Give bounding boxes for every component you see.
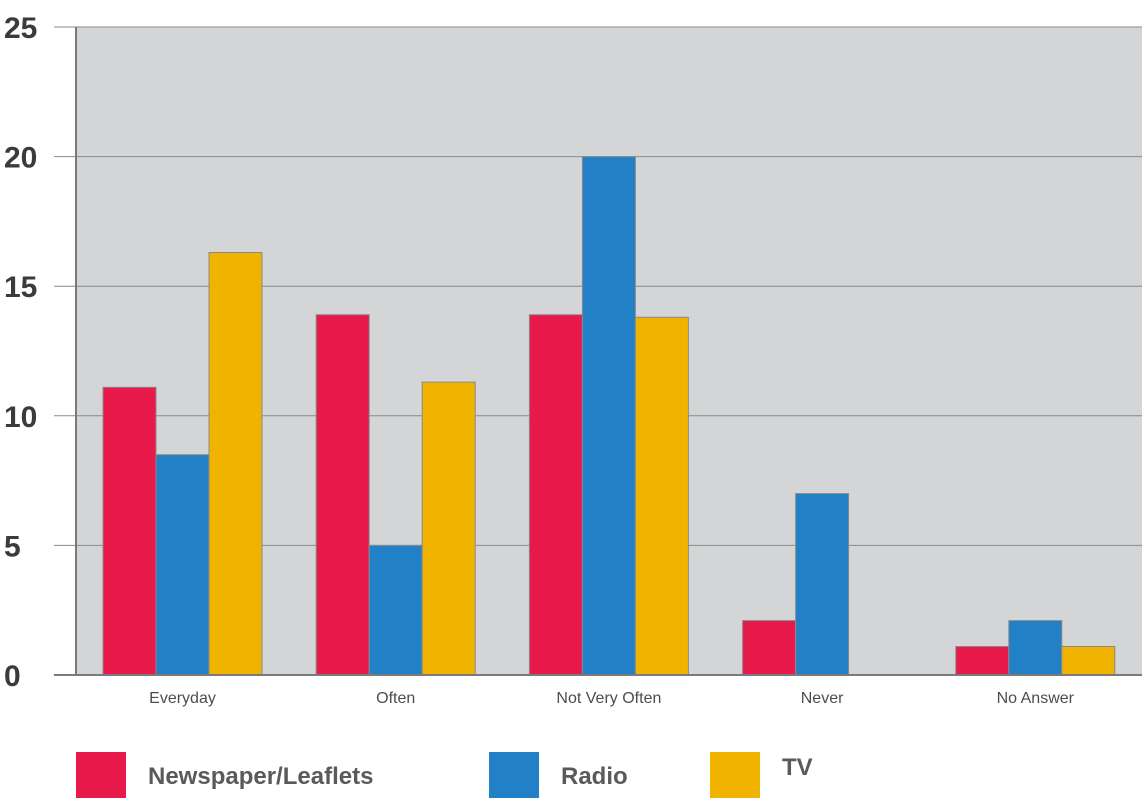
bars xyxy=(102,156,1116,676)
x-tick-label: Often xyxy=(376,690,415,707)
bar-tv-everyday xyxy=(208,252,263,676)
bar-tv-not-very-often xyxy=(634,316,689,676)
bar-newspaper-leaflets-everyday xyxy=(102,386,157,676)
bar-newspaper-leaflets-never xyxy=(742,620,797,676)
bar-newspaper-leaflets-not-very-often xyxy=(528,314,583,676)
bar-newspaper-leaflets-often xyxy=(315,314,370,676)
bar-radio-often xyxy=(368,544,423,676)
x-tick-label: Everyday xyxy=(149,690,216,707)
x-tick-label: Never xyxy=(801,690,844,707)
y-tick-label: 10 xyxy=(4,401,37,434)
bar-radio-not-very-often xyxy=(581,156,636,676)
y-tick-label: 5 xyxy=(4,530,21,563)
bar-radio-no-answer xyxy=(1008,620,1063,676)
x-tick-labels: Everyday Often Not Very Often Never No Answe… xyxy=(149,690,1075,707)
bar-radio-never xyxy=(795,493,850,676)
x-tick-label: Not Very Often xyxy=(556,690,661,707)
x-tick-label: No Answer xyxy=(997,690,1075,707)
y-tick-label: 25 xyxy=(4,12,37,45)
bar-tv-no-answer xyxy=(1061,645,1116,676)
y-tick-label: 15 xyxy=(4,271,37,304)
bar-newspaper-leaflets-no-answer xyxy=(955,645,1010,676)
bar-radio-everyday xyxy=(155,454,210,676)
bar-tv-often xyxy=(421,381,476,676)
y-tick-label: 0 xyxy=(4,660,21,693)
y-tick-labels: 0 5 10 15 20 25 xyxy=(4,12,37,693)
y-tick-label: 20 xyxy=(4,142,37,175)
